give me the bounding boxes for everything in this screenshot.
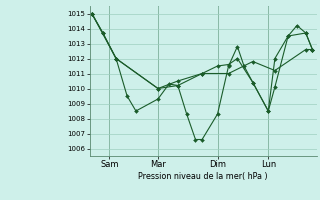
X-axis label: Pression niveau de la mer( hPa ): Pression niveau de la mer( hPa ) [138, 172, 268, 181]
